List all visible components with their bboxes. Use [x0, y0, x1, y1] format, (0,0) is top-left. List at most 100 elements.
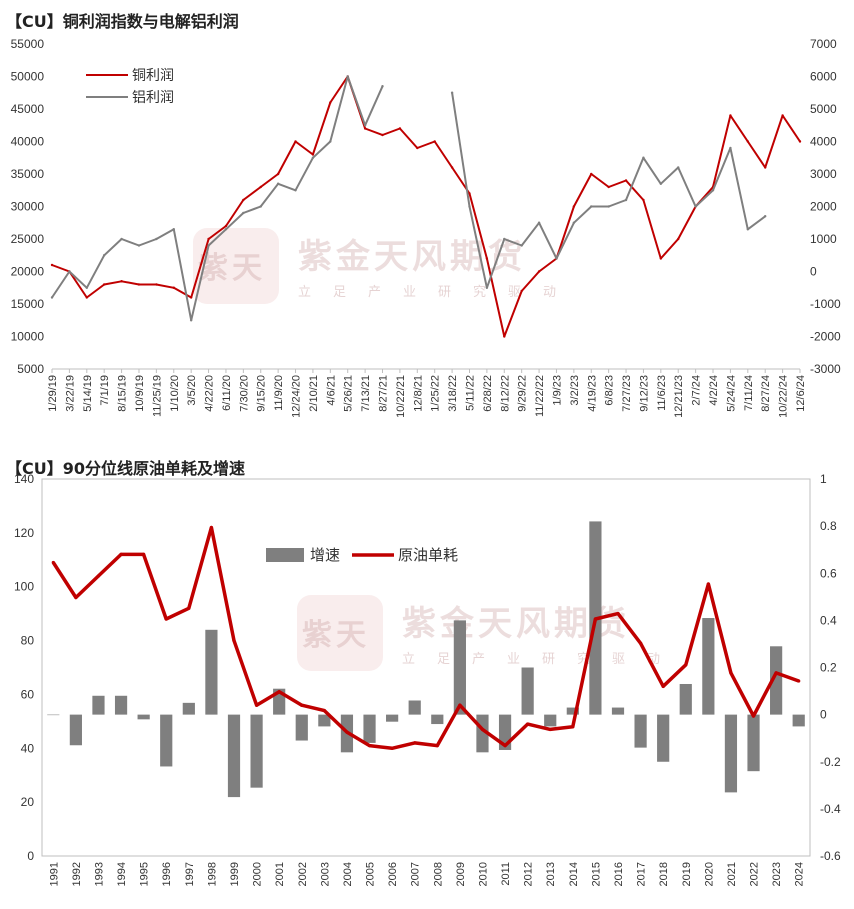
chart1-data-point: [172, 228, 175, 231]
chart1-x-tick: 9/12/23: [638, 375, 650, 412]
chart1-x-tick: 9/15/20: [256, 375, 268, 412]
chart1-x-tick: 5/14/19: [82, 375, 94, 412]
watermark-name: 紫金天风期货: [298, 237, 526, 276]
chart1-y-right-tick: 6000: [810, 70, 837, 84]
chart1-data-point: [329, 101, 332, 104]
chart1-data-point: [172, 286, 175, 289]
chart2-x-tick: 2000: [252, 862, 264, 886]
chart2-data-point: [96, 574, 101, 578]
chart2-x-tick: 2018: [658, 862, 670, 886]
chart1-y-right-tick: 7000: [810, 37, 837, 51]
chart2-x-tick: 2011: [500, 862, 512, 886]
chart1-y-left-tick: 15000: [11, 297, 45, 311]
chart2-data-point: [164, 617, 168, 621]
chart1-x-tick: 3/2/23: [569, 375, 581, 406]
chart1-data-point: [189, 319, 193, 322]
chart1-x-tick: 11/25/19: [151, 375, 163, 417]
chart1-x-tick: 12/8/21: [412, 375, 424, 412]
chart2-data-point: [458, 703, 462, 707]
chart2-legend-line-label: 原油单耗: [398, 547, 458, 564]
chart2-data-point: [503, 743, 507, 748]
chart2-data-point: [751, 714, 756, 718]
chart2-y-right-tick: 0.8: [820, 519, 837, 533]
chart2-data-point: [684, 663, 688, 667]
chart1-x-tick: 1/9/23: [551, 375, 563, 406]
chart1-data-point: [259, 185, 262, 189]
chart2-y-left-tick: 20: [21, 795, 35, 809]
chart1-y-right-tick: -2000: [810, 330, 841, 344]
watermark-seal-text: 紫天: [302, 619, 370, 652]
chart2-x-tick: 2003: [319, 862, 331, 886]
chart2-y-right-tick: 0: [820, 708, 827, 722]
chart2-data-point: [435, 743, 439, 748]
chart1-y-left-tick: 30000: [11, 200, 45, 214]
watermark-sub: 立足产业研究驱动: [402, 651, 682, 666]
chart1-data-point: [416, 146, 419, 150]
chart1-data-point: [572, 205, 576, 208]
chart2-bar: [702, 618, 715, 715]
chart2-data-point: [187, 606, 191, 610]
chart1-data-point: [381, 85, 384, 88]
chart2-y-left-tick: 0: [27, 849, 34, 863]
chart1-data-point: [294, 140, 297, 143]
chart1-data-point: [155, 237, 158, 241]
chart1-data-point: [659, 257, 663, 260]
chart2-bar: [544, 714, 557, 727]
chart1-data-point: [102, 254, 106, 257]
chart1-data-point: [85, 286, 88, 289]
chart1-x-tick: 10/22/21: [395, 375, 407, 418]
chart2-data-point: [638, 641, 643, 645]
chart2-bar: [386, 714, 399, 722]
chart1-x-tick: 8/27/24: [760, 375, 772, 412]
chart2-data-point: [51, 560, 55, 565]
chart1-data-point: [224, 224, 228, 228]
chart2-y-left-tick: 140: [14, 472, 34, 486]
chart1-y-right-tick: -1000: [810, 297, 841, 311]
chart2-bar: [160, 714, 173, 767]
chart1-x-tick: 8/27/21: [378, 375, 390, 412]
chart2-x-tick: 2008: [432, 862, 444, 886]
chart1-x-tick: 1/29/19: [47, 375, 59, 412]
chart2-y-right-tick: -0.2: [820, 755, 841, 769]
chart1-x-tick: 1/25/22: [430, 375, 442, 412]
watermark-sub: 立足产业研究驱动: [298, 284, 578, 299]
chart1-data-point: [781, 114, 784, 117]
chart1-data-point: [694, 205, 697, 208]
chart1-data-point: [311, 153, 315, 156]
chart2-bar: [453, 620, 466, 715]
chart1-data-point: [677, 166, 680, 169]
chart1-y-left-tick: 50000: [11, 70, 45, 84]
chart1-y-right-tick: 4000: [810, 135, 837, 149]
chart2-y-left-tick: 40: [21, 741, 35, 755]
chart2-bar: [770, 646, 783, 715]
watermark-seal: [297, 595, 383, 671]
chart1-x-tick: 4/19/23: [586, 375, 598, 412]
chart1-x-tick: 11/6/23: [656, 375, 668, 411]
chart1-data-point: [624, 179, 628, 182]
chart1-data-point: [311, 156, 315, 159]
chart2-x-tick: 2020: [703, 862, 715, 886]
chart2-bar: [363, 714, 376, 743]
chart1-data-point: [50, 296, 54, 299]
chart1-x-tick: 4/2/24: [708, 375, 720, 406]
chart2-x-tick: 1999: [229, 862, 241, 886]
chart2-data-point: [254, 703, 259, 707]
chart2-bar: [47, 714, 60, 716]
chart2-x-tick: 2014: [568, 862, 580, 886]
chart2-x-tick: 2019: [681, 862, 693, 886]
chart1-y-left-tick: 55000: [11, 37, 45, 51]
chart2-data-point: [142, 552, 146, 556]
chart1-data-point: [711, 189, 715, 192]
chart1-x-tick: 12/24/20: [291, 375, 303, 418]
chart2-data-point: [277, 690, 281, 694]
chart2-y-left-tick: 100: [14, 580, 34, 594]
chart2-bar: [724, 714, 738, 793]
chart2-y-left-tick: 60: [21, 687, 35, 701]
chart2-x-tick: 2015: [590, 862, 602, 886]
chart1-data-point: [155, 283, 158, 286]
chart1-x-tick: 7/11/24: [743, 375, 755, 411]
chart2-x-tick: 1994: [116, 862, 128, 886]
chart1-data-point: [590, 172, 593, 176]
chart1-y-left-tick: 20000: [11, 265, 45, 279]
